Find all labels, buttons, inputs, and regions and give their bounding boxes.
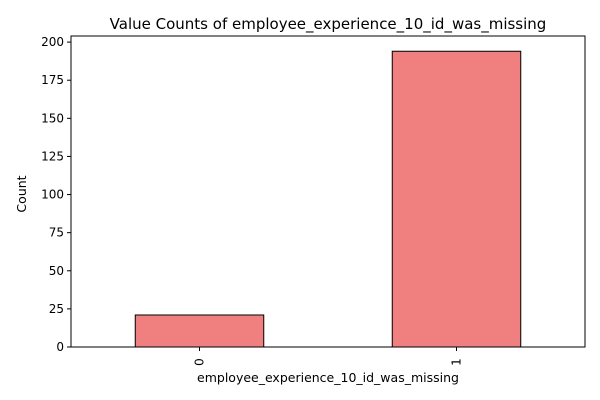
y-tick-label: 200 <box>41 35 64 49</box>
x-tick-label: 0 <box>193 358 207 366</box>
y-tick-label: 0 <box>56 340 64 354</box>
y-tick-label: 100 <box>41 188 64 202</box>
x-axis-label: employee_experience_10_id_was_missing <box>197 370 459 385</box>
y-tick-label: 25 <box>49 302 64 316</box>
y-tick-label: 50 <box>49 264 64 278</box>
x-tick-label: 1 <box>450 358 464 366</box>
plot-area: 0 25 50 75 100 125 150 175 200 0 1 <box>41 35 586 366</box>
bar <box>134 314 265 348</box>
y-tick-label: 175 <box>41 73 64 87</box>
y-tick-label: 150 <box>41 111 64 125</box>
y-axis-label: Count <box>14 175 29 212</box>
bar <box>391 50 522 348</box>
y-tick-label: 125 <box>41 149 64 163</box>
y-tick-label: 75 <box>49 226 64 240</box>
axes-frame <box>70 35 586 348</box>
chart-title: Value Counts of employee_experience_10_i… <box>110 15 547 34</box>
